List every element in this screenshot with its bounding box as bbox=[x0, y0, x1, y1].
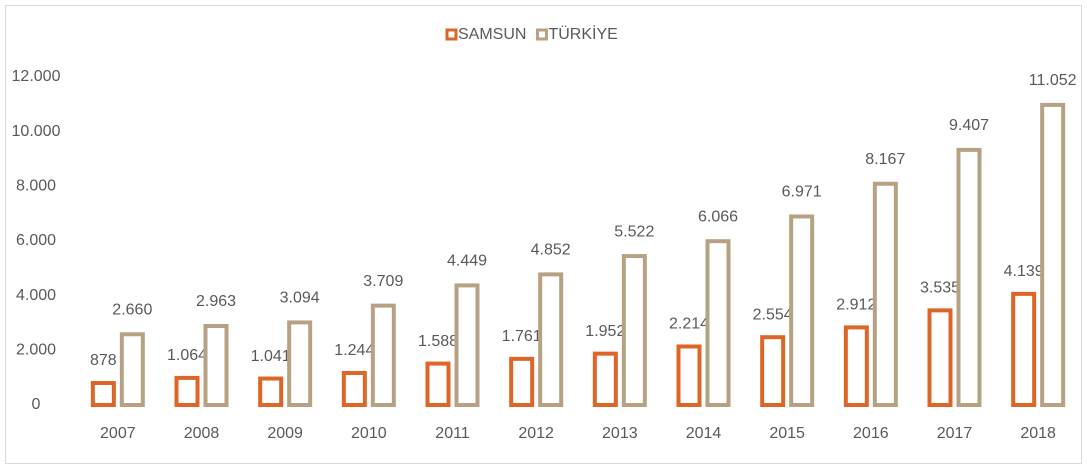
bar bbox=[789, 214, 815, 407]
data-label: 1.244 bbox=[334, 342, 374, 359]
bar bbox=[341, 370, 367, 408]
bar bbox=[370, 303, 396, 407]
x-tick-label: 2018 bbox=[1020, 425, 1056, 442]
bar bbox=[174, 375, 200, 407]
data-label: 6.066 bbox=[698, 208, 738, 225]
data-label: 1.761 bbox=[502, 328, 542, 345]
data-label: 8.167 bbox=[865, 151, 905, 168]
bar bbox=[843, 325, 869, 407]
y-tick-label: 10.000 bbox=[12, 123, 61, 140]
data-label: 1.064 bbox=[167, 347, 207, 364]
bar bbox=[119, 332, 145, 407]
bar bbox=[927, 308, 953, 408]
bar bbox=[872, 181, 898, 407]
bar bbox=[676, 344, 702, 408]
data-label: 5.522 bbox=[614, 223, 654, 240]
data-label: 2.963 bbox=[196, 293, 236, 310]
data-label: 3.094 bbox=[280, 290, 320, 307]
bar bbox=[90, 381, 116, 408]
bar bbox=[705, 239, 731, 407]
legend-label: TÜRKİYE bbox=[548, 24, 617, 43]
bar bbox=[454, 283, 480, 408]
data-label: 4.139 bbox=[1004, 263, 1044, 280]
x-tick-label: 2008 bbox=[184, 425, 220, 442]
x-tick-label: 2013 bbox=[602, 425, 638, 442]
x-tick-label: 2009 bbox=[267, 425, 303, 442]
x-tick-label: 2014 bbox=[686, 425, 722, 442]
bar bbox=[956, 147, 982, 407]
data-label: 2.554 bbox=[753, 306, 793, 323]
bar bbox=[760, 335, 786, 408]
data-label: 878 bbox=[90, 352, 117, 369]
data-label: 2.660 bbox=[112, 302, 152, 319]
bar bbox=[509, 356, 535, 407]
bar bbox=[203, 324, 229, 407]
x-tick-label: 2015 bbox=[769, 425, 805, 442]
data-label: 4.449 bbox=[447, 253, 487, 270]
bar bbox=[538, 272, 564, 407]
data-label: 2.912 bbox=[836, 297, 876, 314]
bar bbox=[425, 361, 451, 407]
y-tick-label: 6.000 bbox=[16, 232, 56, 249]
data-label: 3.709 bbox=[363, 273, 403, 290]
legend-label: SAMSUN bbox=[458, 26, 526, 43]
bar bbox=[1011, 291, 1037, 408]
data-label: 1.041 bbox=[251, 348, 291, 365]
legend-swatch bbox=[535, 28, 548, 41]
data-label: 4.852 bbox=[531, 242, 571, 259]
y-tick-label: 12.000 bbox=[12, 68, 61, 85]
x-tick-label: 2007 bbox=[100, 425, 136, 442]
y-tick-label: 4.000 bbox=[16, 287, 56, 304]
data-label: 1.952 bbox=[585, 323, 625, 340]
data-label: 11.052 bbox=[1029, 72, 1077, 89]
x-tick-label: 2016 bbox=[853, 425, 889, 442]
bar bbox=[621, 254, 647, 407]
x-tick-label: 2011 bbox=[435, 425, 470, 442]
x-tick-label: 2012 bbox=[518, 425, 554, 442]
data-label: 9.407 bbox=[949, 117, 989, 134]
bar bbox=[287, 320, 313, 407]
y-tick-label: 8.000 bbox=[16, 178, 56, 195]
data-label: 3.535 bbox=[920, 280, 960, 297]
x-tick-label: 2010 bbox=[351, 425, 387, 442]
data-label: 1.588 bbox=[418, 333, 458, 350]
bar bbox=[592, 351, 618, 407]
x-tick-label: 2017 bbox=[937, 425, 973, 442]
bar bbox=[258, 376, 284, 407]
y-tick-label: 2.000 bbox=[16, 342, 56, 359]
y-tick-label: 0 bbox=[32, 396, 41, 413]
bar bbox=[1040, 102, 1066, 408]
legend-swatch bbox=[445, 28, 458, 41]
data-label: 2.214 bbox=[669, 316, 709, 333]
data-label: 6.971 bbox=[782, 184, 822, 201]
